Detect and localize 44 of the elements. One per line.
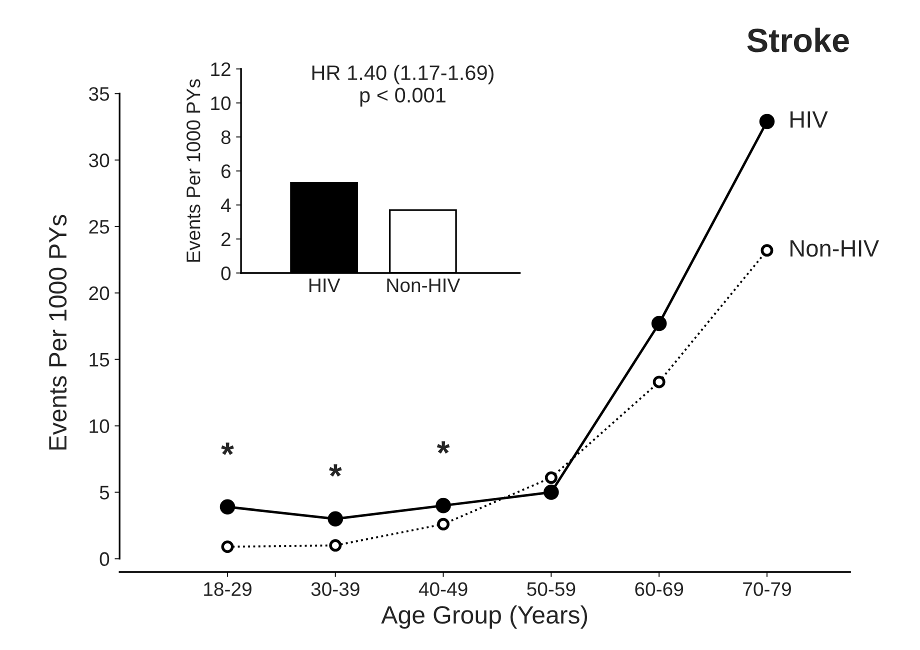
x-tick-label: 18-29	[204, 582, 252, 596]
y-tick-label: 30	[88, 154, 110, 168]
x-tick-label: 60-69	[635, 582, 684, 596]
y-tick-label: 4	[220, 198, 231, 212]
y-tick-label: 10	[90, 419, 110, 434]
point	[759, 114, 775, 130]
point	[544, 471, 558, 484]
annotation: *	[329, 464, 342, 477]
y-tick-label: 2	[221, 232, 230, 246]
y-tick-label: 0	[221, 266, 231, 280]
y-axis-title: Events Per 1000 PYs	[48, 214, 67, 450]
point	[651, 316, 667, 332]
x-tick-label: 30-39	[311, 582, 360, 596]
point	[544, 484, 559, 500]
y-tick-label: 15	[90, 353, 110, 367]
y-tick-label: 5	[100, 486, 110, 500]
point	[328, 511, 344, 526]
y-tick-label: 0	[100, 552, 110, 566]
x-axis-title: Age Group (Years)	[381, 605, 588, 629]
y-tick-label: 20	[89, 286, 110, 300]
y-axis-title: Events Per 1000 PYs	[186, 79, 200, 262]
y-tick-label: 10	[211, 96, 231, 110]
y-tick-label: 12	[211, 62, 230, 76]
y-tick-label: 6	[221, 164, 230, 178]
chart-title: Stroke	[747, 28, 849, 52]
series-label: Non-HIV	[790, 240, 880, 257]
annotation: *	[221, 442, 234, 455]
x-tick-label: 70-79	[743, 582, 791, 596]
annotation: *	[436, 441, 450, 454]
y-tick-label: 8	[221, 130, 230, 144]
chart-title: HR 1.40 (1.17-1.69)	[312, 64, 494, 84]
point	[329, 539, 342, 552]
point	[221, 540, 234, 554]
point	[760, 244, 774, 257]
y-tick-label: 25	[89, 220, 110, 234]
series-label: HIV	[790, 111, 828, 128]
y-tick-label: 35	[88, 87, 110, 101]
point	[436, 498, 451, 514]
text: p < 0.001	[360, 88, 446, 107]
point	[437, 518, 450, 530]
x-tick-label: 40-49	[418, 582, 468, 596]
point	[220, 499, 236, 515]
point	[652, 376, 666, 388]
x-tick-label: 50-59	[527, 582, 576, 596]
